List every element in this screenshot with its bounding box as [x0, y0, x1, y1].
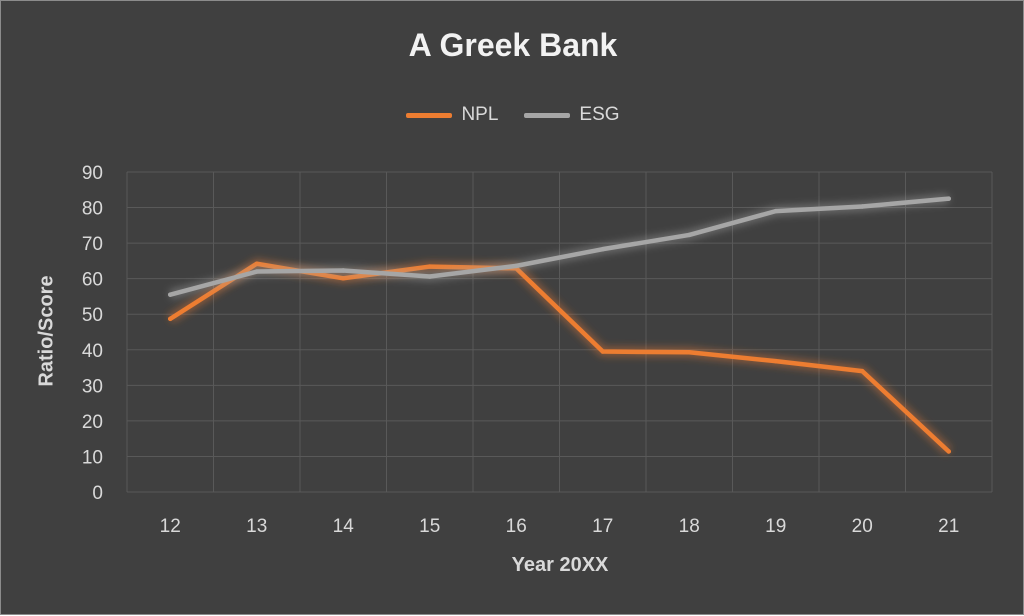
y-tick-label: 0: [92, 483, 103, 504]
data-point-npl: [946, 449, 951, 454]
legend-entry-esg: ESG: [524, 104, 620, 126]
x-tick-label: 20: [852, 516, 873, 537]
x-tick-label: 16: [506, 516, 527, 537]
data-point-esg: [860, 204, 865, 209]
legend-swatch-npl: [406, 112, 453, 118]
data-point-npl: [773, 358, 778, 364]
chart-title: A Greek Bank: [408, 27, 618, 63]
data-point-npl: [168, 316, 173, 322]
series-line-esg: [168, 196, 951, 297]
y-tick-label: 80: [82, 199, 103, 220]
data-point-esg: [514, 263, 519, 269]
x-tick-label: 13: [246, 516, 267, 537]
data-point-esg: [341, 268, 346, 273]
y-tick-label: 30: [82, 376, 103, 397]
x-tick-label: 12: [160, 516, 181, 537]
data-point-npl: [600, 349, 605, 354]
data-point-npl: [427, 264, 432, 269]
y-tick-label: 10: [82, 447, 103, 468]
legend-entry-npl: NPL: [406, 104, 498, 126]
data-point-esg: [600, 246, 605, 252]
x-tick-label: 21: [938, 516, 959, 537]
x-tick-label: 19: [765, 516, 786, 537]
legend-label-npl: NPL: [461, 104, 499, 125]
data-point-esg: [254, 269, 259, 274]
y-tick-label: 20: [82, 412, 103, 433]
x-tick-label: 15: [419, 516, 440, 537]
y-tick-label: 40: [82, 341, 103, 362]
data-point-esg: [168, 292, 173, 297]
x-axis-title: Year 20XX: [511, 554, 609, 576]
x-tick-label: 18: [679, 516, 700, 537]
legend-label-esg: ESG: [579, 104, 620, 125]
y-tick-label: 50: [82, 305, 103, 326]
y-tick-label: 90: [82, 163, 103, 184]
x-tick-label: 14: [333, 516, 355, 537]
data-point-esg: [687, 232, 692, 238]
data-point-esg: [773, 208, 778, 214]
data-point-npl: [860, 368, 865, 374]
data-point-npl: [687, 350, 692, 355]
data-point-npl: [254, 261, 259, 266]
y-tick-label: 60: [82, 270, 103, 291]
data-point-esg: [427, 274, 432, 279]
data-point-esg: [946, 196, 951, 201]
y-axis-title: Ratio/Score: [35, 275, 58, 387]
legend: NPL ESG: [1, 104, 1024, 126]
legend-swatch-esg: [524, 112, 571, 118]
x-tick-label: 17: [592, 516, 613, 537]
data-point-npl: [341, 276, 346, 281]
y-tick-label: 70: [82, 234, 103, 255]
